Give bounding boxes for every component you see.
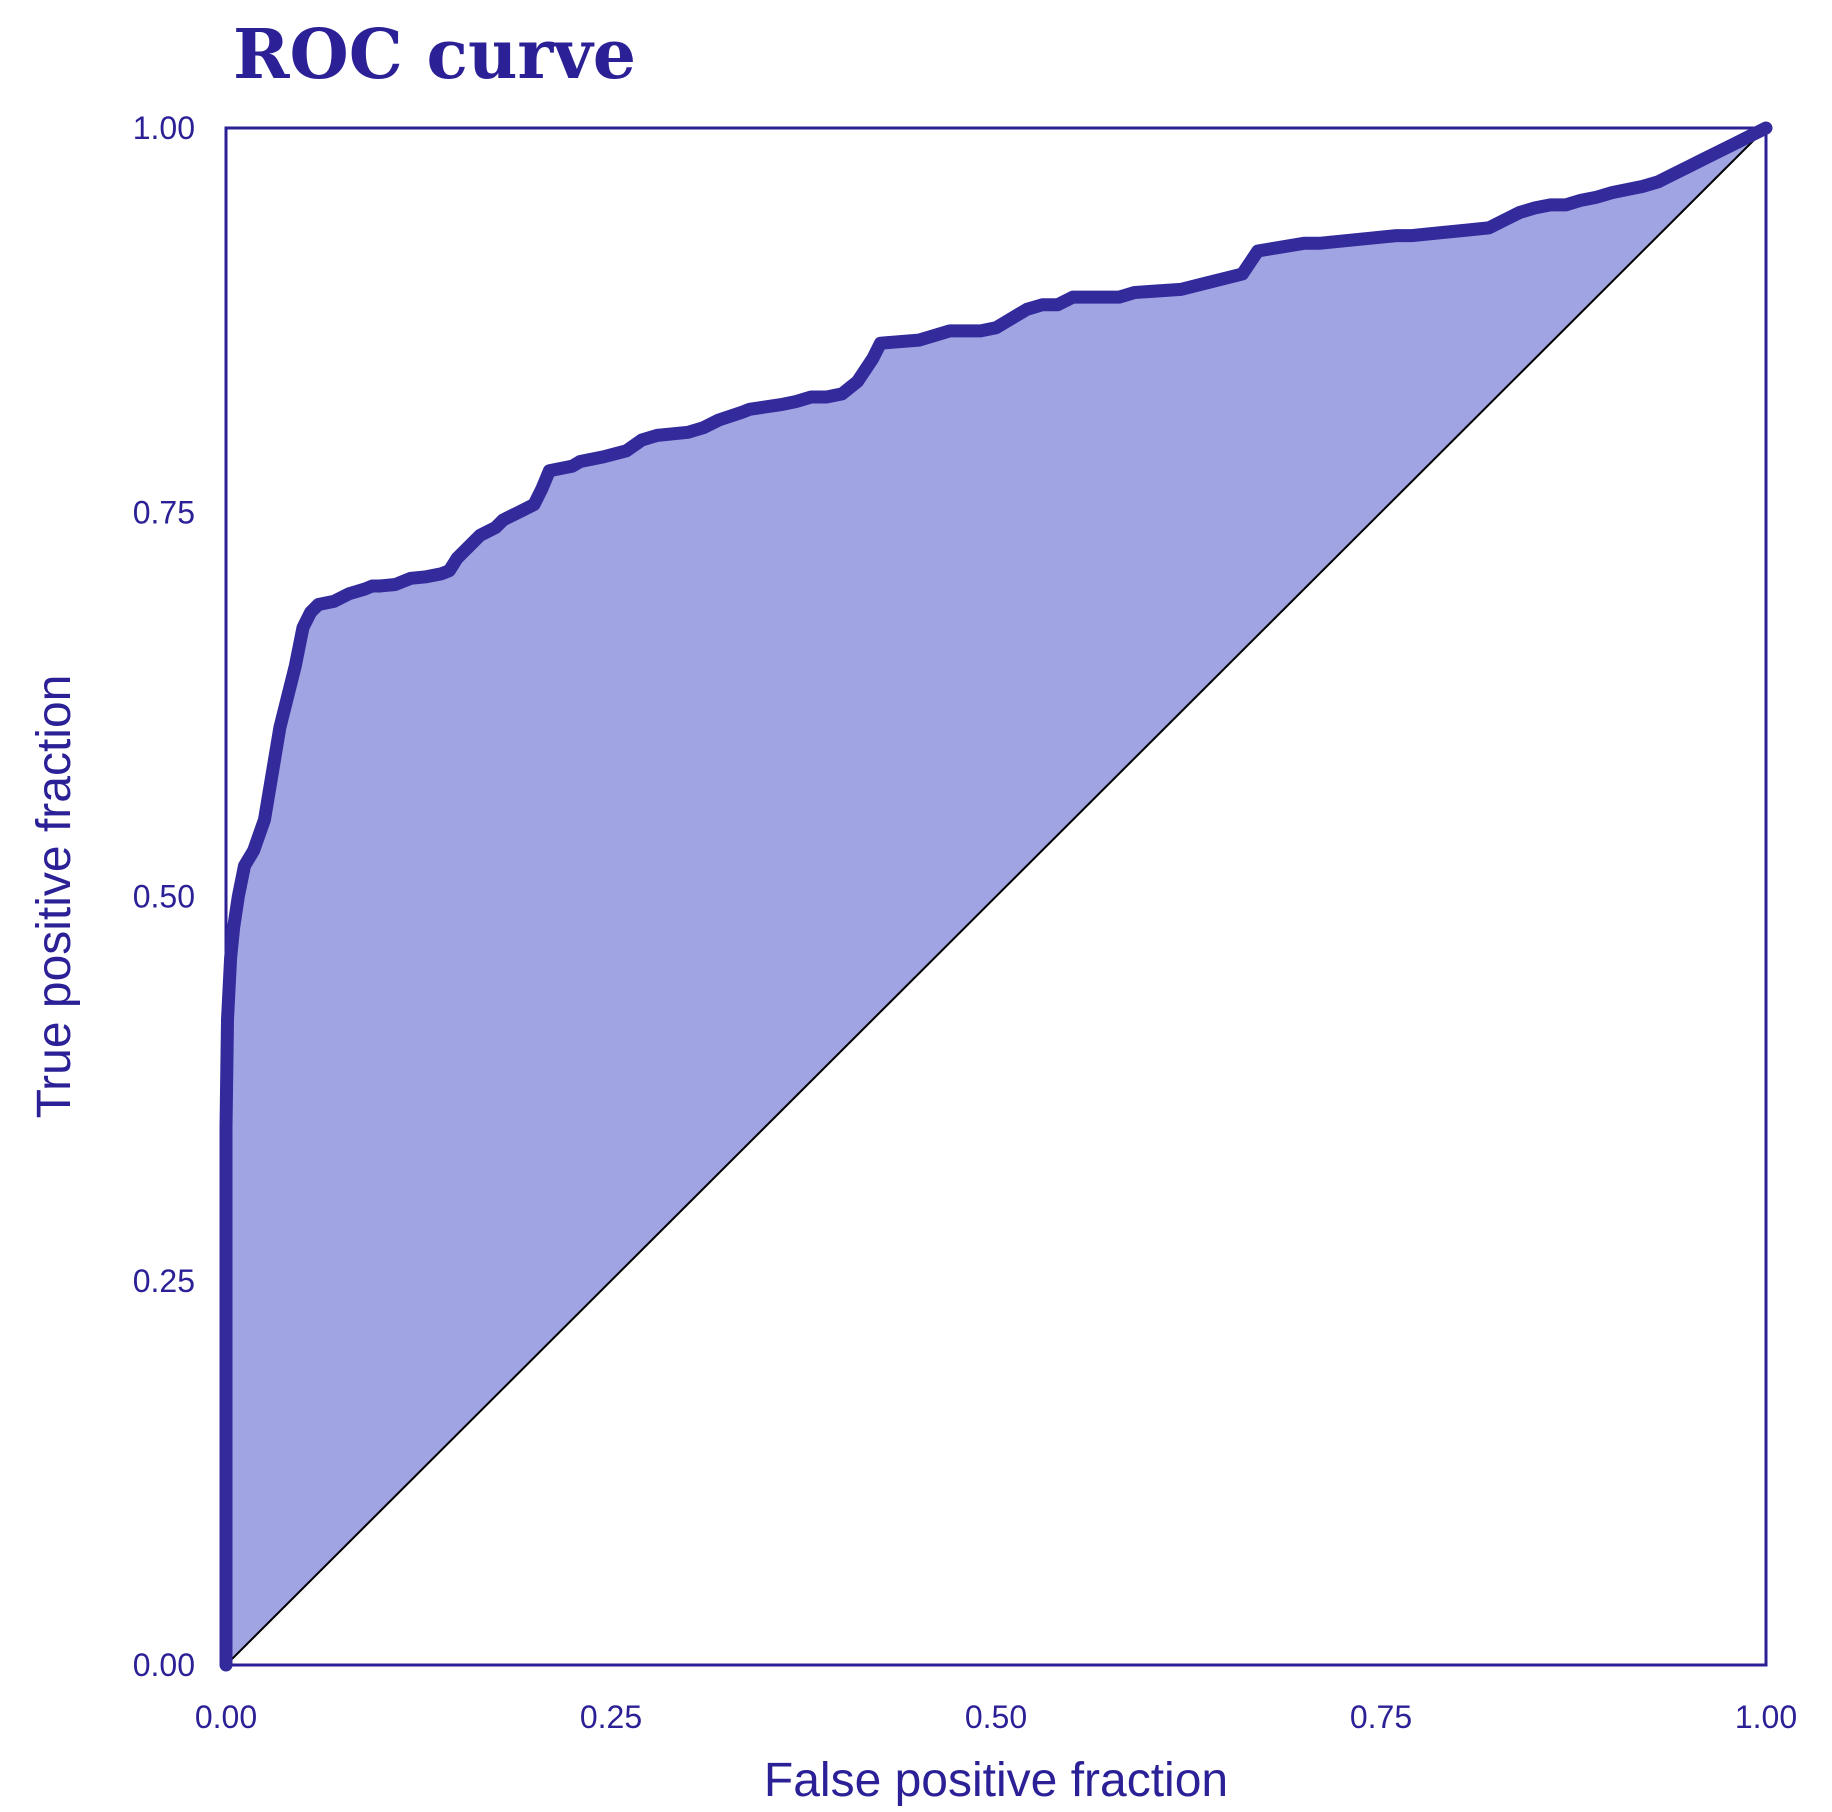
- y-tick-label: 0.25: [133, 1263, 195, 1299]
- y-axis-ticks: 0.00 0.25 0.50 0.75 1.00: [133, 110, 195, 1683]
- x-tick-label: 0.25: [580, 1699, 642, 1735]
- plot-frame: [224, 126, 1768, 1667]
- x-tick-label: 1.00: [1735, 1699, 1797, 1735]
- y-axis-label: True positive fraction: [28, 675, 81, 1119]
- x-tick-label: 0.75: [1350, 1699, 1412, 1735]
- y-tick-label: 1.00: [133, 110, 195, 146]
- roc-curve-line: [219, 121, 1773, 1672]
- x-tick-label: 0.00: [195, 1699, 257, 1735]
- chart-title: ROC curve: [233, 15, 636, 95]
- diagonal-reference-line: [225, 127, 1767, 1666]
- x-axis-label: False positive fraction: [764, 1754, 1228, 1807]
- x-tick-label: 0.50: [965, 1699, 1027, 1735]
- y-tick-label: 0.50: [133, 879, 195, 915]
- y-tick-label: 0.75: [133, 494, 195, 530]
- y-tick-label: 0.00: [133, 1647, 195, 1683]
- x-axis-ticks: 0.00 0.25 0.50 0.75 1.00: [195, 1699, 1797, 1735]
